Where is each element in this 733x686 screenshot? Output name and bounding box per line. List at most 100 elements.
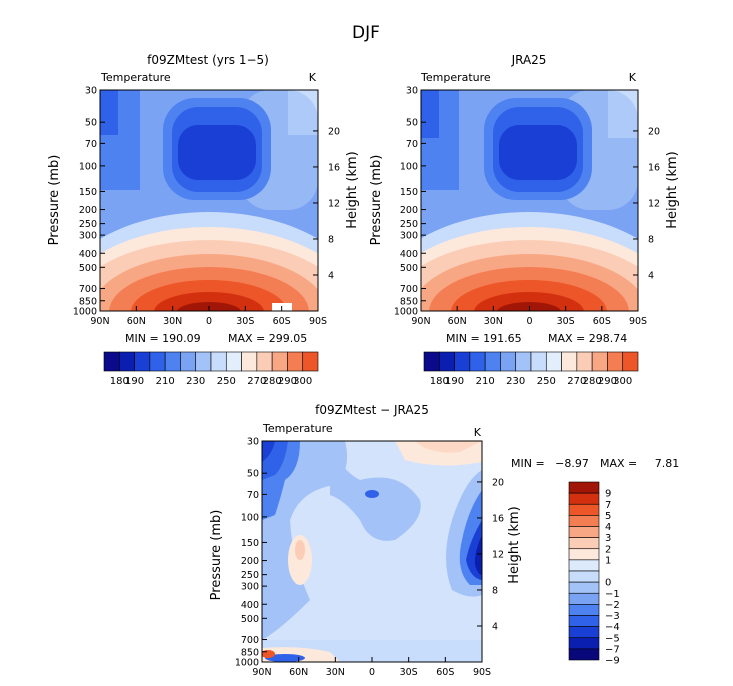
panel-obs-colorbar-swatch xyxy=(561,351,578,372)
panel-model-htick-label: 4 xyxy=(328,270,334,281)
panel-obs-ytick-label: 50 xyxy=(406,118,418,129)
panel-obs-colorbar-swatch xyxy=(423,351,440,372)
panel-model-ytick-label: 700 xyxy=(79,284,97,295)
panel-obs-colorbar-label: 210 xyxy=(476,376,495,387)
panel-diff-colorbar-label: 9 xyxy=(605,489,611,500)
panel-diff-ytick-label: 100 xyxy=(241,512,259,523)
panel-diff-colorbar-label: −3 xyxy=(605,611,620,622)
panel-obs-colorbar-swatch xyxy=(500,351,517,372)
panel-diff-colorbar-label: 4 xyxy=(605,522,611,533)
panel-obs-colorbar-swatch xyxy=(454,351,471,372)
panel-obs-htick-label: 8 xyxy=(648,234,654,245)
panel-diff-xtick-label: 0 xyxy=(369,667,375,678)
panel-model-colorbar-swatch xyxy=(134,351,151,372)
panel-diff-xtick-label: 90S xyxy=(473,667,491,678)
panel-model-ytick-label: 400 xyxy=(79,249,97,260)
panel-diff-colorbar-label: −4 xyxy=(605,622,620,633)
panel-diff-colorbar-swatch xyxy=(568,604,600,616)
panel-model-colorbar-swatch xyxy=(256,351,273,372)
panel-diff-ytick-label: 850 xyxy=(241,647,259,658)
panel-model-title: f09ZMtest (yrs 1−5) xyxy=(147,53,269,67)
panel-model-colorbar-label: 290 xyxy=(278,376,297,387)
panel-obs-title: JRA25 xyxy=(511,53,547,67)
panel-diff-units: K xyxy=(474,426,482,439)
panel-obs-colorbar-label: 180 xyxy=(430,376,449,387)
panel-model-ytick-label: 30 xyxy=(85,86,97,97)
panel-diff-ytick-label: 300 xyxy=(241,582,259,593)
panel-model-colorbar-swatch xyxy=(302,351,319,372)
panel-model-axes: 305070100150200250300400500700850100090N… xyxy=(73,86,340,328)
panel-diff-axes: 305070100150200250300400500700850100090N… xyxy=(235,437,504,679)
panel-obs-colorbar-swatch xyxy=(607,351,624,372)
panel-diff-colorbar-swatch xyxy=(568,515,600,527)
panel-model-htick-label: 20 xyxy=(328,126,340,137)
panel-model-xtick-label: 0 xyxy=(206,316,212,327)
panel-diff-colorbar-swatch xyxy=(568,592,600,605)
panel-diff-ytick-label: 700 xyxy=(241,635,259,646)
panel-obs-ytick-label: 100 xyxy=(400,161,418,172)
panel-diff-ytick-label: 200 xyxy=(241,556,259,567)
panel-diff-htick-label: 16 xyxy=(492,513,504,524)
panel-model-colorbar-label: 270 xyxy=(247,376,266,387)
panel-diff-ylabel-right: Height (km) xyxy=(507,506,522,583)
panel-diff-htick-label: 8 xyxy=(492,585,498,596)
panel-model-ytick-label: 70 xyxy=(85,139,97,150)
panel-obs-colorbar-swatch xyxy=(530,351,547,372)
panel-model-htick-label: 16 xyxy=(328,162,340,173)
panel-model-colorbar-swatch xyxy=(195,351,212,372)
panel-obs-colorbar-swatch xyxy=(484,351,501,372)
panel-diff-ytick-label: 150 xyxy=(241,538,259,549)
panel-obs-colorbar-label: 250 xyxy=(537,376,556,387)
panel-obs-colorbar-swatch xyxy=(469,351,486,372)
panel-obs-ytick-label: 1000 xyxy=(394,307,418,318)
panel-model-colorbar-swatch xyxy=(271,351,288,372)
panel-diff-colorbar-swatch xyxy=(568,559,600,572)
panel-obs-xtick-label: 90N xyxy=(411,316,430,327)
panel-obs-ytick-label: 850 xyxy=(400,296,418,307)
panel-model-htick-label: 12 xyxy=(328,198,340,209)
panel-model: f09ZMtest (yrs 1−5) Temperature K 30 50 70… xyxy=(47,53,360,387)
panel-model-colorbar-swatch xyxy=(103,351,120,372)
panel-diff-colorbar-swatch xyxy=(568,570,600,583)
panel-model-colorbar-swatch xyxy=(164,351,181,372)
panel-model-colorbar-label: 190 xyxy=(125,376,144,387)
panel-diff-colorbar-swatch xyxy=(568,503,600,516)
panel-obs-xtick-label: 60N xyxy=(448,316,467,327)
season-title: DJF xyxy=(352,23,380,43)
panel-obs-ylabel: Pressure (mb) xyxy=(369,155,384,246)
panel-diff-colorbar-label: −1 xyxy=(605,589,620,600)
panel-obs-colorbar-label: 280 xyxy=(583,376,602,387)
panel-diff-xtick-label: 30N xyxy=(326,667,345,678)
panel-model-xtick-label: 30S xyxy=(236,316,254,327)
panel-obs-colorbar-swatch xyxy=(576,351,593,372)
panel-diff-ytick-label: 70 xyxy=(247,490,259,501)
panel-obs-ytick-label: 30 xyxy=(406,86,418,97)
panel-obs-xtick-label: 30N xyxy=(484,316,503,327)
panel-model-ytick-label: 850 xyxy=(79,296,97,307)
panel-diff-colorbar-swatch xyxy=(568,526,600,538)
panel-diff-xtick-label: 90N xyxy=(252,667,271,678)
panel-obs-colorbar-swatch xyxy=(545,351,562,372)
panel-diff-ytick-label: 30 xyxy=(247,437,259,448)
panel-model-colorbar-label: 300 xyxy=(293,376,312,387)
panel-model-colorbar-swatch xyxy=(210,351,227,372)
panel-model-colorbar-label: 280 xyxy=(263,376,282,387)
panel-diff-colorbar-swatch xyxy=(568,637,600,650)
panel-model-colorbar-label: 180 xyxy=(110,376,129,387)
panel-diff-colorbar-label: 7 xyxy=(605,500,611,511)
panel-model-htick-label: 8 xyxy=(328,234,334,245)
panel-obs-colorbar-label: 300 xyxy=(613,376,632,387)
panel-obs-htick-label: 4 xyxy=(648,270,654,281)
panel-obs-htick-label: 12 xyxy=(648,198,660,209)
panel-model-xtick-label: 90S xyxy=(309,316,327,327)
panel-model-units: K xyxy=(309,71,317,84)
panel-obs-xtick-label: 90S xyxy=(629,316,647,327)
panel-obs-colorbar-swatch xyxy=(438,351,455,372)
panel-model-ytick-label: 250 xyxy=(79,219,97,230)
panel-diff-xtick-label: 60N xyxy=(289,667,308,678)
panel-model-ytick-label: 200 xyxy=(79,205,97,216)
panel-obs-ytick-label: 150 xyxy=(400,187,418,198)
panel-model-ylabel-right: Height (km) xyxy=(345,151,360,228)
